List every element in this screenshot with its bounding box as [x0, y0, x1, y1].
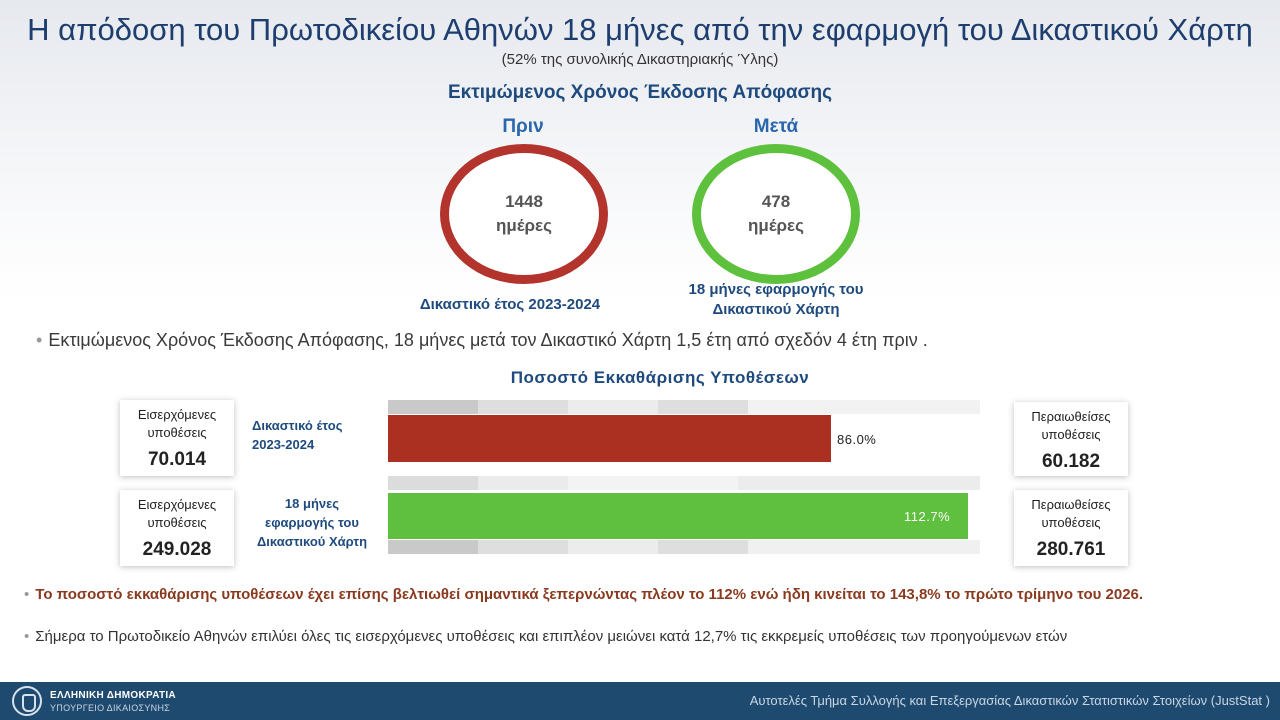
footer-org-line2: ΥΠΟΥΡΓΕΙΟ ΔΙΚΑΙΟΣΥΝΗΣ — [50, 703, 171, 713]
resolved-value-18m: 280.761 — [1036, 539, 1106, 560]
clearance-chart-title: Ποσοστό Εκκαθάρισης Υποθέσεων — [510, 368, 810, 387]
greek-emblem-icon — [12, 686, 42, 716]
before-caption: Δικαστικό έτος 2023-2024 — [419, 296, 601, 313]
after-ring: 478 ημέρες — [692, 144, 860, 284]
bullet-dot-icon: • — [24, 628, 30, 645]
incoming-label: Εισερχόμενες — [137, 407, 217, 422]
before-days-unit: ημέρες — [496, 216, 552, 235]
after-days-unit: ημέρες — [748, 216, 804, 235]
row-label-18m: 18 μήνες εφαρμογής του Δικαστικού Χάρτη — [248, 494, 376, 551]
note-clearance-rate: • Το ποσοστό εκκαθάρισης υποθέσεων έχει ε… — [24, 585, 1256, 605]
row-label-18m-line3: Δικαστικού Χάρτη — [256, 534, 368, 549]
resolved-label: Περαιωθείσες — [1031, 409, 1111, 424]
incoming-box-18m: Εισερχόμενες υποθέσεις 249.028 — [120, 490, 234, 566]
incoming-box-2023: Εισερχόμενες υποθέσεις 70.014 — [120, 400, 234, 476]
row-label-18m-line2: εφαρμογής του — [265, 515, 359, 530]
row-label-18m-line1: 18 μήνες — [284, 496, 340, 511]
resolved-label-2: υποθέσεις — [1041, 515, 1101, 530]
note-backlog: • Σήμερα το Πρωτοδικείο Αθηνών επιλύει όλ… — [24, 627, 1256, 646]
bar-track-middle — [388, 476, 980, 490]
incoming-label-2: υποθέσεις — [147, 425, 207, 440]
footer-org-line1: ΕΛΛΗΝΙΚΗ ΔΗΜΟΚΡΑΤΙΑ — [50, 690, 176, 701]
note-clearance-rate-text: Το ποσοστό εκκαθάρισης υποθέσεων έχει επ… — [35, 586, 1144, 603]
incoming-label: Εισερχόμενες — [137, 497, 217, 512]
before-ring: 1448 ημέρες — [440, 144, 608, 284]
incoming-label-2: υποθέσεις — [147, 515, 207, 530]
bar-track-top — [388, 400, 980, 414]
note-backlog-text: Σήμερα το Πρωτοδικείο Αθηνών επιλύει όλε… — [35, 628, 1068, 645]
after-days-value: 478 — [761, 192, 791, 211]
after-caption-line2: Δικαστικού Χάρτη — [712, 301, 840, 318]
clearance-bars: 86.0% 112.7% — [388, 400, 980, 556]
row-label-2023-line1: Δικαστικό έτος — [252, 418, 343, 433]
bar-value-18m: 112.7% — [904, 509, 951, 524]
before-label: Πριν — [502, 116, 544, 137]
incoming-value-2023: 70.014 — [147, 449, 207, 470]
row-label-2023: Δικαστικό έτος 2023-2024 — [252, 416, 382, 454]
resolved-box-2023: Περαιωθείσες υποθέσεις 60.182 — [1014, 402, 1128, 476]
bar-2023 — [388, 415, 831, 462]
footer-bar: ΕΛΛΗΝΙΚΗ ΔΗΜΟΚΡΑΤΙΑ ΥΠΟΥΡΓΕΙΟ ΔΙΚΑΙΟΣΥΝΗ… — [0, 682, 1280, 720]
bullet-dot-icon: • — [36, 330, 43, 350]
row-label-2023-line2: 2023-2024 — [252, 437, 315, 452]
resolved-value-2023: 60.182 — [1041, 451, 1101, 472]
bullet-decision-time-text: Εκτιμώμενος Χρόνος Έκδοσης Απόφασης, 18 … — [48, 330, 928, 350]
before-days-value: 1448 — [505, 192, 543, 211]
resolved-box-18m: Περαιωθείσες υποθέσεις 280.761 — [1014, 490, 1128, 566]
bar-value-2023: 86.0% — [837, 432, 877, 447]
incoming-value-18m: 249.028 — [142, 539, 212, 560]
bullet-dot-icon: • — [24, 586, 30, 603]
page-title: Η απόδοση του Πρωτοδικείου Αθηνών 18 μήν… — [27, 12, 1253, 47]
after-label: Μετά — [753, 116, 799, 137]
bar-track-bottom — [388, 540, 980, 554]
after-caption: 18 μήνες εφαρμογής του Δικαστικού Χάρτη — [656, 280, 896, 320]
bar-18m — [388, 493, 968, 539]
footer-source: Αυτοτελές Τμήμα Συλλογής και Επεξεργασία… — [749, 693, 1270, 708]
decision-time-title: Εκτιμώμενος Χρόνος Έκδοσης Απόφασης — [447, 82, 833, 103]
resolved-label-2: υποθέσεις — [1041, 427, 1101, 442]
bullet-decision-time: • Εκτιμώμενος Χρόνος Έκδοσης Απόφασης, 18… — [36, 330, 1256, 351]
resolved-label: Περαιωθείσες — [1031, 497, 1111, 512]
page-subtitle: (52% της συνολικής Δικαστηριακής Ύλης) — [501, 51, 779, 68]
after-caption-line1: 18 μήνες εφαρμογής του — [688, 281, 864, 298]
